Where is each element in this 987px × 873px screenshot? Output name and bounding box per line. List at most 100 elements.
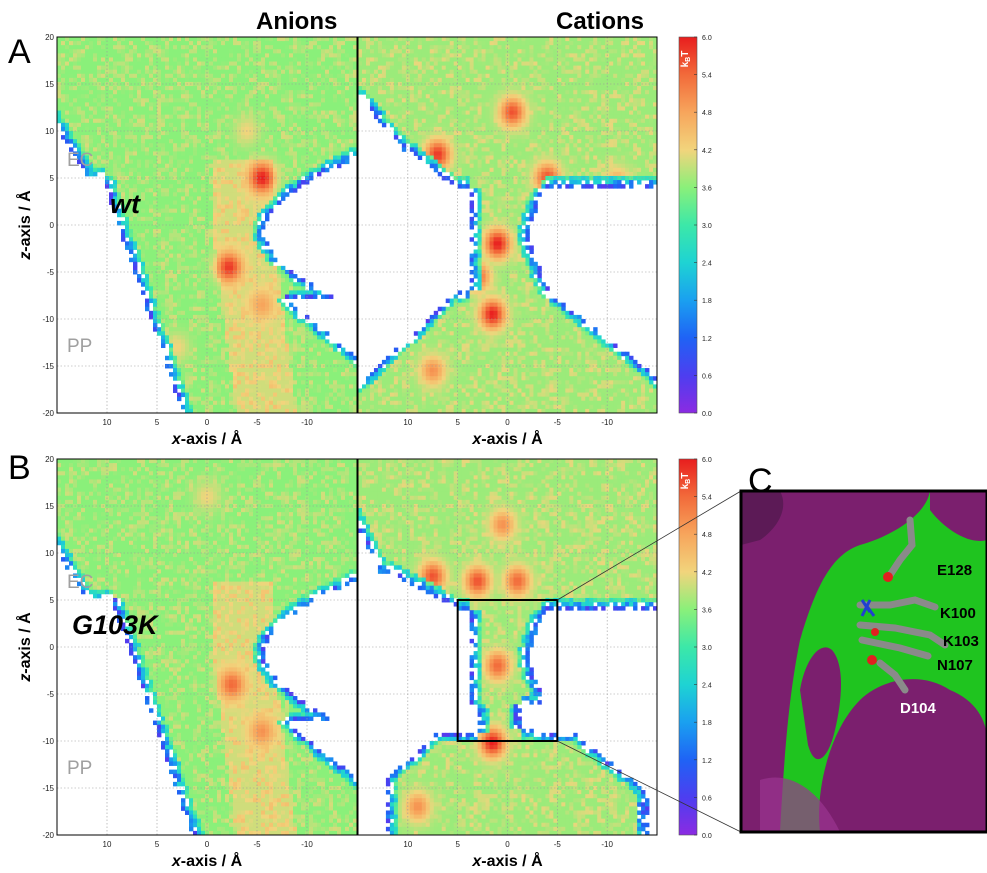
y-tick-label: -5 [47,690,55,699]
membrane-surface-left [741,491,930,832]
colorbar-tick-label: 0.0 [702,411,712,418]
zoom-connector-top [557,490,742,601]
x-tick-label: -10 [301,840,313,849]
x-tick-label: 5 [455,418,460,427]
x-tick-label: -5 [253,840,261,849]
x-axis-label: x-axis / Å [471,851,543,870]
region-label-ec: EC [67,150,93,171]
residue-label-e128: E128 [937,562,972,579]
heatmap-A-cations [358,37,658,414]
y-axis-label: z-axis / Å [15,190,34,261]
column-title-cations: Cations [556,8,645,35]
colorbar-tick-label: 3.6 [702,607,712,614]
residue-label-n107: N107 [937,657,973,674]
colorbar-tick-label: 2.4 [702,261,712,268]
gridlines [358,37,657,413]
stick-d104 [876,659,909,694]
y-tick-label: 0 [50,643,55,652]
colorbar-tick-label: 0.6 [702,795,712,802]
x-tick-label: 10 [103,418,112,427]
membrane-shadow [741,491,784,545]
gridlines [358,459,657,835]
membrane-lobe [800,647,841,760]
region-label-ec: EC [67,572,93,593]
x-tick-label: 10 [103,840,112,849]
colorbar-tick-label: 3.0 [702,223,712,230]
nitrogen-atoms [860,599,876,617]
colorbar-tick-label: 5.4 [702,73,712,80]
x-tick-label: 5 [155,418,160,427]
y-tick-label: 20 [45,33,54,42]
x-tick-label: 5 [455,840,460,849]
colorbar-b: 0.0 0.6 1.2 1.8 2.4 3.0 3.6 4.2 4.8 5.4 6.0 kBT [678,457,712,840]
gridlines [57,459,357,835]
colorbar-tick-label: 4.8 [702,532,712,539]
colorbar-tick-label: 1.8 [702,720,712,727]
stick-k100 [856,596,939,611]
membrane-surface-bottom [819,679,987,832]
axes-B-cations: 10 5 0 -5 -10 x-axis / Å [357,458,658,870]
stick-k103 [856,621,949,649]
variant-label-b: G103K [72,610,160,640]
colorbar-label: kBT [680,473,692,490]
x-tick-label: -5 [554,418,562,427]
colorbar-tick-label: 5.4 [702,495,712,502]
colorbar-tick-label: 6.0 [702,457,712,464]
column-title-anions: Anions [256,8,338,35]
heatmap-A-anions [57,37,358,414]
gridlines [57,37,357,413]
residue-label-k100: K100 [940,605,976,622]
residue-label-d104: D104 [900,700,937,717]
region-label-pp: PP [67,758,92,779]
x-tick-label: -5 [554,840,562,849]
colorbar-a: 0.0 0.6 1.2 1.8 2.4 3.0 3.6 4.2 4.8 5.4 6.0 kBT [678,35,712,418]
x-tick-label: 0 [205,418,210,427]
y-tick-label: -20 [42,831,54,840]
membrane-highlight [760,777,840,832]
colorbar-tick-label: 1.8 [702,298,712,305]
colorbar-tick-label: 0.6 [702,373,712,380]
y-tick-label: -15 [42,784,54,793]
stick-n107 [858,636,932,660]
stick-e128 [886,516,916,579]
colorbar-tick-label: 3.6 [702,185,712,192]
y-tick-label: -15 [42,362,54,371]
residue-sticks [856,516,949,694]
oxygen-atom [883,572,893,582]
x-tick-label: -10 [601,418,613,427]
y-tick-label: 5 [50,596,55,605]
variant-label-a: wt [110,189,141,219]
x-tick-label: 10 [403,840,412,849]
y-tick-label: 15 [45,502,54,511]
colorbar-tick-label: 3.0 [702,645,712,652]
zoom-box [456,599,559,742]
x-tick-label: -10 [601,840,613,849]
x-tick-label: -10 [301,418,313,427]
axes-B-anions: 10 5 0 -5 -10 -20 -15 -10 -5 0 5 10 15 20 x-axis / Å z-… [15,455,358,870]
x-tick-label: 0 [505,840,510,849]
x-tick-label: 0 [505,418,510,427]
y-tick-label: -10 [42,315,54,324]
y-tick-label: -5 [47,268,55,277]
y-tick-label: 20 [45,455,54,464]
y-axis-label: z-axis / Å [15,612,34,683]
plot-frame [56,458,358,836]
region-label-pp: PP [67,336,92,357]
y-tick-label: 10 [45,127,54,136]
colorbar-tick-label: 4.2 [702,570,712,577]
colorbar-tick-label: 2.4 [702,683,712,690]
oxygen-atom [867,655,877,665]
plot-frame [357,458,658,836]
residue-label-k103: K103 [943,633,979,650]
panel-letter-a: A [8,33,31,71]
x-tick-label: -5 [253,418,261,427]
membrane-surface-top-right [930,491,987,541]
x-axis-label: x-axis / Å [471,429,543,448]
y-tick-label: 5 [50,174,55,183]
colorbar-tick-label: 4.2 [702,148,712,155]
y-tick-label: -20 [42,409,54,418]
x-tick-label: 0 [205,840,210,849]
colorbar-label: kBT [680,51,692,68]
